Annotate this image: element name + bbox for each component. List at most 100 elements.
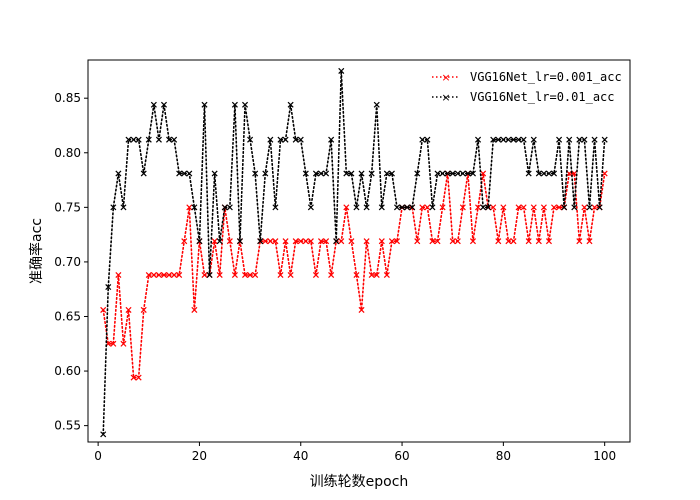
- data-point: [267, 238, 274, 245]
- data-point: [525, 238, 532, 245]
- data-point: [110, 204, 117, 211]
- data-point: [166, 271, 173, 279]
- data-point: [262, 170, 269, 177]
- data-point: [556, 136, 563, 143]
- data-point: [530, 204, 537, 211]
- data-point: [540, 204, 547, 211]
- data-point: [429, 204, 436, 211]
- data-point: [247, 136, 254, 143]
- data-point: [378, 204, 385, 211]
- data-point: [247, 271, 254, 279]
- data-point: [393, 204, 401, 211]
- data-point: [449, 170, 456, 177]
- data-point: [449, 238, 456, 245]
- data-point: [216, 238, 223, 245]
- data-point: [196, 238, 203, 245]
- data-point: [429, 238, 436, 245]
- data-point: [368, 170, 375, 177]
- data-point: [383, 271, 390, 279]
- data-point: [490, 136, 497, 143]
- data-point: [333, 238, 340, 245]
- y-tick-label: 0.70: [54, 255, 81, 269]
- data-point: [155, 271, 162, 279]
- data-point: [414, 238, 421, 245]
- data-point: [510, 136, 517, 143]
- data-point: [201, 101, 208, 108]
- data-point: [201, 271, 208, 279]
- data-point: [510, 238, 517, 245]
- data-point: [545, 238, 552, 245]
- data-point: [525, 170, 532, 177]
- plot-frame: [87, 59, 631, 443]
- data-point: [459, 170, 466, 177]
- data-point: [160, 101, 168, 108]
- data-point: [388, 238, 395, 245]
- x-tick-label: 100: [593, 449, 616, 463]
- data-point: [262, 238, 269, 245]
- data-point: [171, 271, 178, 279]
- data-point: [358, 306, 365, 313]
- data-point: [343, 170, 350, 177]
- data-point: [226, 204, 233, 211]
- legend-label-lr-0.001: VGG16Net_lr=0.001_acc: [470, 70, 622, 84]
- data-point: [272, 238, 279, 245]
- data-point: [500, 204, 507, 211]
- data-point: [221, 204, 228, 211]
- data-point: [211, 238, 218, 245]
- y-tick-label: 0.85: [54, 91, 81, 105]
- data-point: [480, 204, 487, 211]
- data-point: [328, 271, 335, 279]
- data-point: [550, 170, 558, 177]
- data-point: [328, 136, 335, 143]
- y-axis-label: 准确率acc: [28, 218, 45, 284]
- data-point: [388, 170, 395, 177]
- data-point: [338, 67, 345, 74]
- data-point: [287, 271, 294, 279]
- data-point: [176, 170, 183, 177]
- data-point: [495, 238, 502, 245]
- data-point: [115, 271, 122, 279]
- data-point: [581, 136, 588, 143]
- data-point: [181, 238, 188, 245]
- data-point: [586, 204, 593, 211]
- data-point: [419, 204, 426, 211]
- data-point: [586, 238, 593, 245]
- data-point: [242, 101, 249, 108]
- data-point: [581, 204, 588, 211]
- data-point: [469, 170, 476, 177]
- data-point: [500, 136, 507, 143]
- data-point: [490, 204, 497, 211]
- data-point: [591, 204, 598, 211]
- data-point: [125, 136, 132, 143]
- data-point: [171, 136, 178, 143]
- data-point: [353, 271, 360, 279]
- data-point: [135, 136, 142, 143]
- data-point: [120, 204, 127, 211]
- data-point: [540, 170, 547, 177]
- data-point: [307, 238, 314, 245]
- data-point: [135, 374, 142, 381]
- data-point: [236, 238, 243, 245]
- data-point: [338, 238, 345, 245]
- data-point: [277, 271, 284, 279]
- x-axis-label: 训练轮数epoch: [310, 474, 409, 490]
- data-point: [257, 238, 264, 245]
- x-tick-label: 80: [496, 449, 511, 463]
- data-point: [343, 204, 350, 211]
- y-tick-label: 0.80: [54, 146, 81, 160]
- data-point: [317, 170, 325, 177]
- y-tick-label: 0.55: [54, 419, 81, 433]
- data-point: [424, 136, 431, 143]
- data-point: [475, 136, 482, 143]
- data-point: [186, 170, 193, 177]
- data-point: [378, 238, 385, 245]
- legend-marker-lr-0.001: ×: [441, 71, 450, 84]
- legend: × VGG16Net_lr=0.001_acc × VGG16Net_lr=0.…: [432, 70, 622, 104]
- data-point: [100, 431, 107, 438]
- data-point: [363, 238, 370, 245]
- series-layer: [100, 67, 608, 438]
- data-point: [206, 271, 213, 279]
- data-point: [130, 136, 137, 143]
- data-point: [434, 170, 441, 177]
